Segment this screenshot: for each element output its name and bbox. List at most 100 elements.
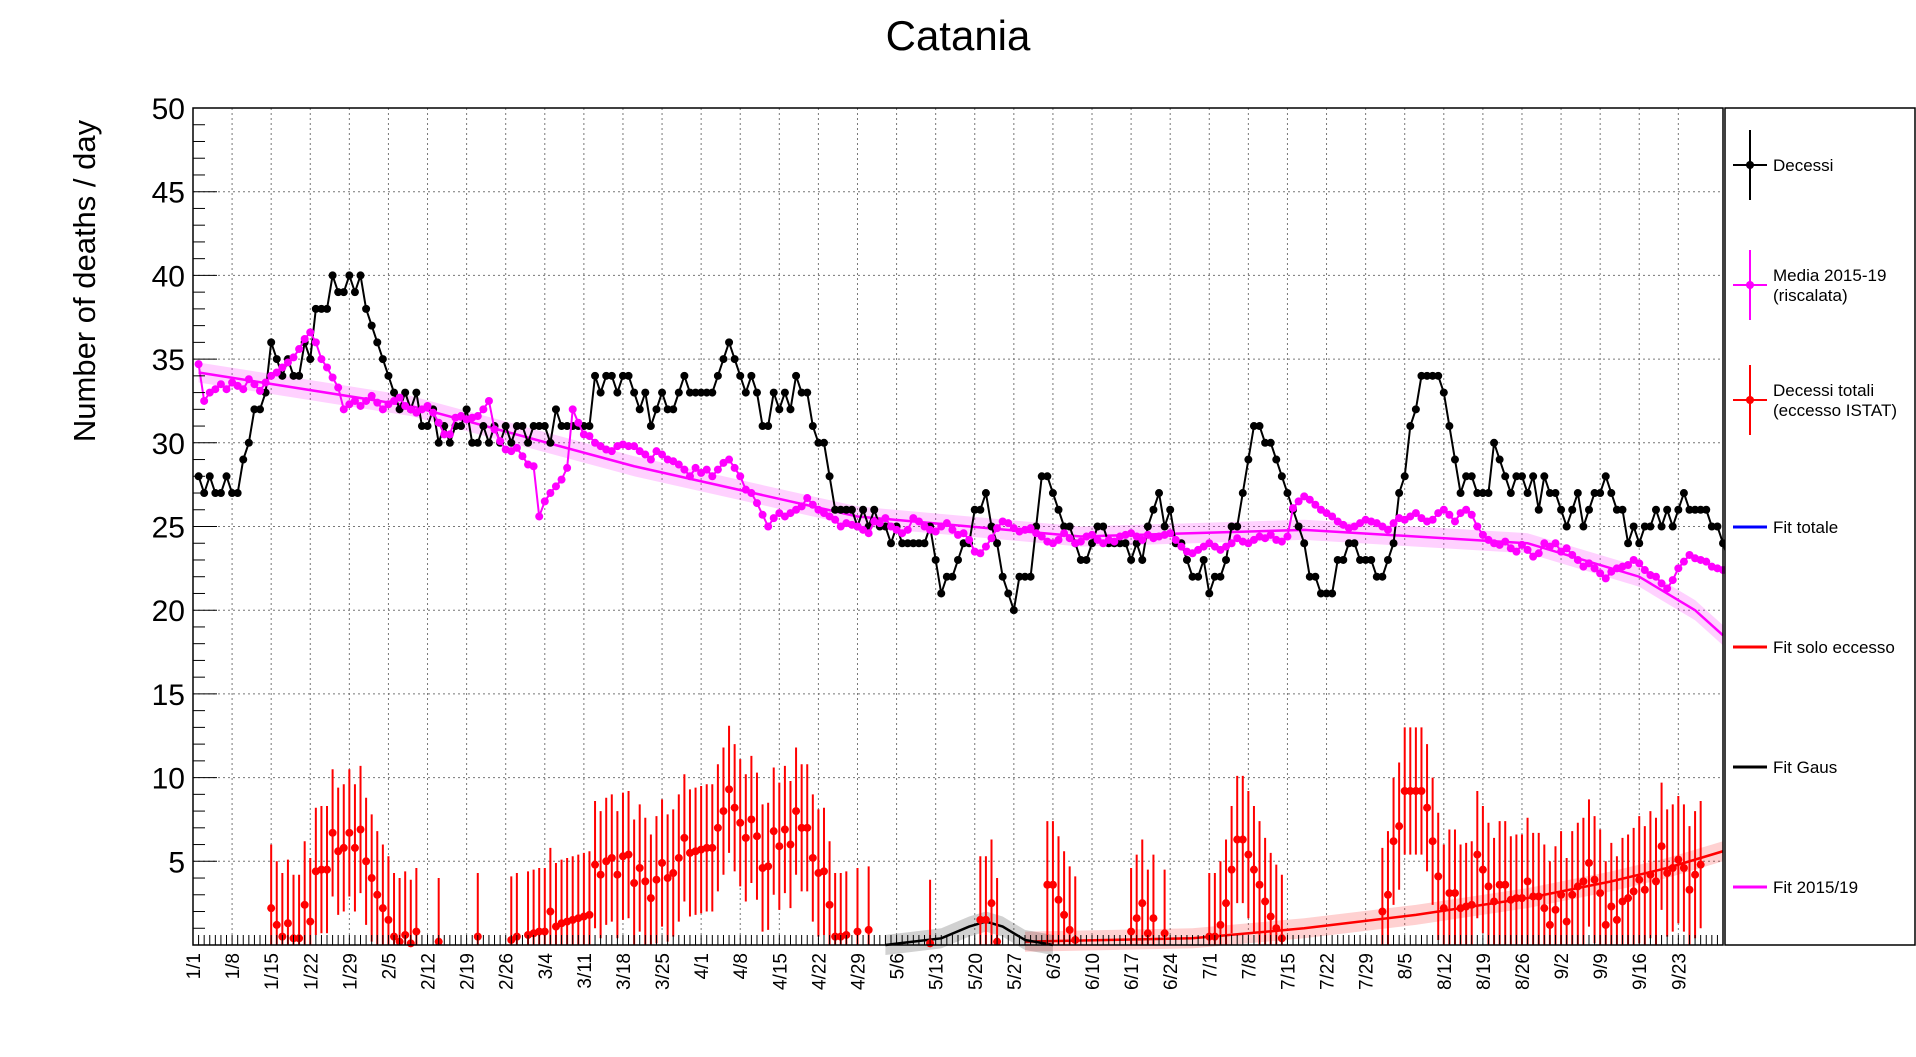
data-point xyxy=(1674,505,1683,514)
data-point xyxy=(1065,534,1074,543)
data-point xyxy=(546,907,555,916)
data-point xyxy=(1294,497,1303,506)
data-point xyxy=(256,386,265,395)
data-point xyxy=(490,425,499,434)
data-point xyxy=(1149,914,1158,923)
data-point xyxy=(283,919,292,928)
data-point xyxy=(803,494,812,503)
data-point xyxy=(1216,572,1225,581)
data-point xyxy=(864,925,873,934)
data-point xyxy=(1233,522,1242,531)
data-point xyxy=(1054,535,1063,544)
data-point xyxy=(1283,532,1292,541)
data-point xyxy=(730,463,739,472)
data-point xyxy=(1473,522,1482,531)
data-point xyxy=(1004,589,1013,598)
data-point xyxy=(1305,572,1314,581)
x-tick-label: 1/15 xyxy=(262,953,283,990)
data-point xyxy=(390,388,399,397)
x-tick-label: 3/4 xyxy=(536,953,557,980)
data-point xyxy=(278,363,287,372)
data-point xyxy=(401,388,410,397)
data-point xyxy=(1272,924,1281,933)
legend: Decessi Media 2015-19(riscalata) Decessi t… xyxy=(1724,107,1916,946)
data-point xyxy=(557,475,566,484)
data-point xyxy=(1668,863,1677,872)
data-point xyxy=(630,879,639,888)
data-point xyxy=(1512,547,1521,556)
data-point xyxy=(1601,574,1610,583)
data-point xyxy=(1138,899,1147,908)
data-point xyxy=(1138,535,1147,544)
data-point xyxy=(1065,925,1074,934)
data-point xyxy=(942,572,951,581)
data-point xyxy=(1562,522,1571,531)
data-point xyxy=(903,525,912,534)
data-point xyxy=(1328,512,1337,521)
data-point xyxy=(747,815,756,824)
data-point xyxy=(819,438,828,447)
data-point xyxy=(1021,572,1030,581)
data-point xyxy=(881,514,890,523)
data-point xyxy=(1171,535,1180,544)
y-tick-label: 40 xyxy=(152,260,185,293)
data-point xyxy=(540,422,549,431)
data-point xyxy=(585,910,594,919)
data-point xyxy=(501,422,510,431)
data-point xyxy=(959,529,968,538)
data-point xyxy=(641,450,650,459)
data-point xyxy=(624,442,633,451)
data-point xyxy=(646,455,655,464)
data-point xyxy=(445,438,454,447)
data-point xyxy=(641,388,650,397)
data-point xyxy=(725,338,734,347)
data-point xyxy=(1361,555,1370,564)
data-point xyxy=(1601,472,1610,481)
data-point xyxy=(367,321,376,330)
data-point xyxy=(1160,522,1169,531)
data-point xyxy=(1467,510,1476,519)
data-point xyxy=(1048,489,1057,498)
data-point xyxy=(680,833,689,842)
data-point xyxy=(1009,606,1018,615)
data-point xyxy=(1266,438,1275,447)
legend-label: Media 2015-19 xyxy=(1773,266,1886,285)
y-tick-label: 30 xyxy=(152,428,185,461)
data-point xyxy=(965,535,974,544)
data-point xyxy=(1490,438,1499,447)
data-point xyxy=(769,514,778,523)
data-point xyxy=(300,335,309,344)
data-point xyxy=(674,388,683,397)
data-point xyxy=(339,843,348,852)
x-tick-label: 7/1 xyxy=(1200,953,1221,979)
data-point xyxy=(1696,505,1705,514)
legend-label: Fit 2015/19 xyxy=(1773,878,1858,897)
data-point xyxy=(1478,865,1487,874)
data-point xyxy=(401,930,410,939)
data-point xyxy=(1043,880,1052,889)
data-point xyxy=(803,823,812,832)
data-point xyxy=(987,899,996,908)
legend-label: Decessi xyxy=(1773,156,1833,175)
data-point xyxy=(462,405,471,414)
data-point xyxy=(1573,555,1582,564)
data-point xyxy=(250,405,259,414)
data-point xyxy=(1523,489,1532,498)
data-point xyxy=(808,500,817,509)
data-point xyxy=(1702,557,1711,566)
data-point xyxy=(909,539,918,548)
data-point xyxy=(1651,572,1660,581)
data-point xyxy=(1685,505,1694,514)
data-point xyxy=(272,368,281,377)
data-point xyxy=(725,785,734,794)
x-tick-label: 8/19 xyxy=(1474,953,1495,990)
data-point xyxy=(1439,505,1448,514)
data-point xyxy=(1411,405,1420,414)
data-point xyxy=(1249,865,1258,874)
data-point xyxy=(1406,422,1415,431)
data-point xyxy=(412,927,421,936)
data-point xyxy=(1674,855,1683,864)
data-point xyxy=(233,489,242,498)
data-point xyxy=(607,853,616,862)
data-point xyxy=(339,405,348,414)
